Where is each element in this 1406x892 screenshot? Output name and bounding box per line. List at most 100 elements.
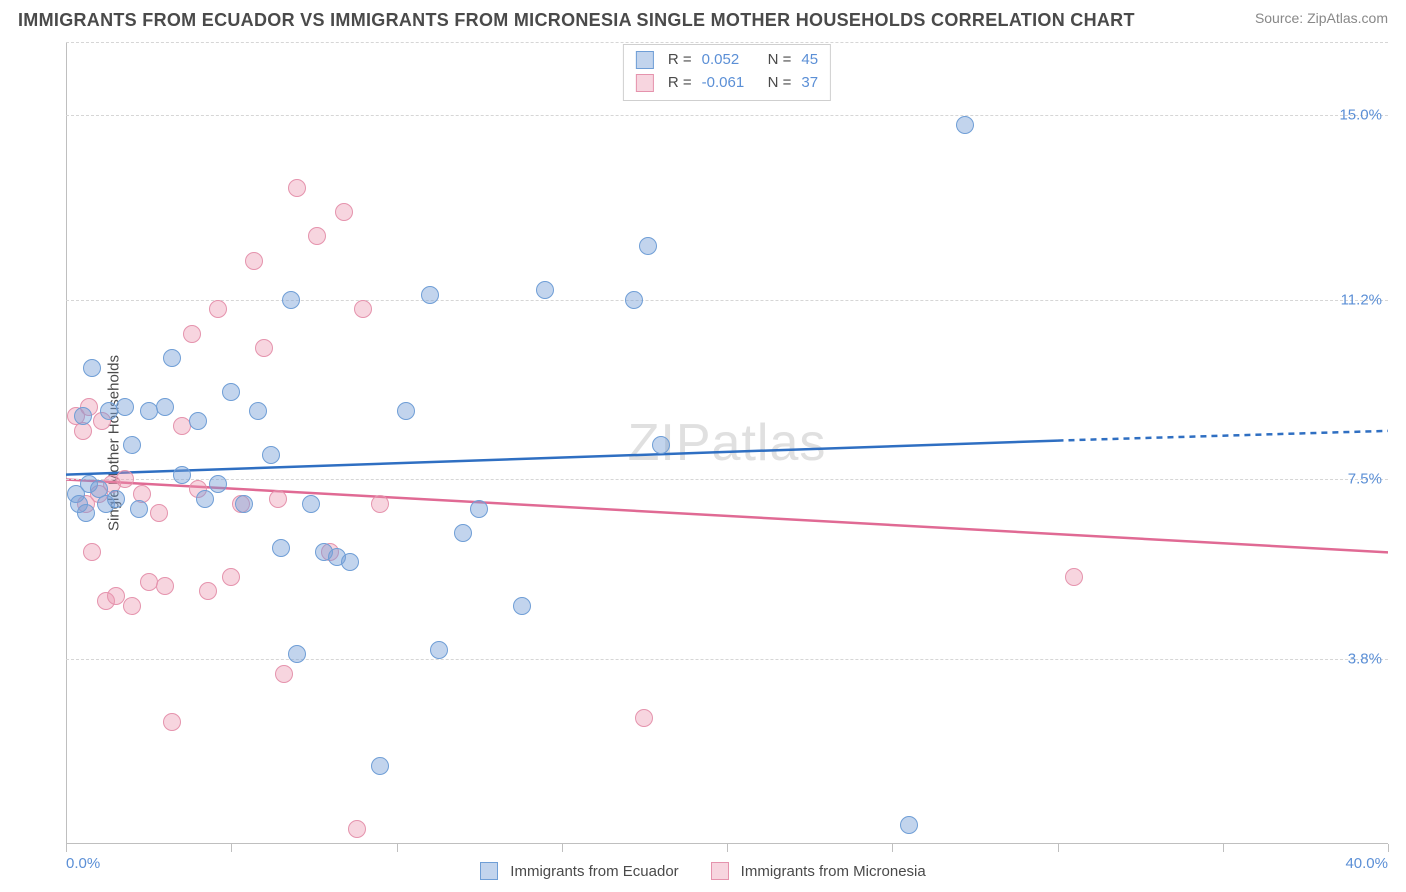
chart-plot-area: ZIPatlas R =0.052N =45R =-0.061N =37 15.… bbox=[66, 42, 1388, 844]
r-value: 0.052 bbox=[702, 49, 758, 72]
x-tick bbox=[397, 844, 398, 852]
legend-swatch bbox=[711, 862, 729, 880]
x-tick bbox=[231, 844, 232, 852]
scatter-point-ecuador bbox=[140, 402, 158, 420]
scatter-point-micronesia bbox=[288, 179, 306, 197]
scatter-point-ecuador bbox=[116, 398, 134, 416]
scatter-point-ecuador bbox=[77, 504, 95, 522]
scatter-point-micronesia bbox=[371, 495, 389, 513]
scatter-point-micronesia bbox=[173, 417, 191, 435]
y-axis-line bbox=[66, 42, 67, 844]
legend-swatch bbox=[480, 862, 498, 880]
scatter-point-ecuador bbox=[302, 495, 320, 513]
scatter-point-ecuador bbox=[74, 407, 92, 425]
y-tick-label: 11.2% bbox=[1341, 291, 1382, 308]
stats-row-ecuador: R = 0.052 N = 45 bbox=[636, 49, 818, 72]
legend-label: Immigrants from Micronesia bbox=[741, 863, 926, 880]
scatter-point-ecuador bbox=[288, 645, 306, 663]
grid-line bbox=[66, 115, 1388, 116]
scatter-point-ecuador bbox=[235, 495, 253, 513]
scatter-point-ecuador bbox=[163, 349, 181, 367]
scatter-point-micronesia bbox=[150, 504, 168, 522]
x-tick bbox=[892, 844, 893, 852]
legend-item-ecuador: Immigrants from Ecuador bbox=[480, 862, 678, 880]
swatch-micronesia bbox=[636, 74, 654, 92]
chart-title: IMMIGRANTS FROM ECUADOR VS IMMIGRANTS FR… bbox=[18, 10, 1135, 31]
scatter-point-ecuador bbox=[371, 757, 389, 775]
n-value: 37 bbox=[801, 72, 818, 95]
scatter-point-micronesia bbox=[635, 709, 653, 727]
x-tick bbox=[1223, 844, 1224, 852]
scatter-point-ecuador bbox=[156, 398, 174, 416]
grid-line bbox=[66, 300, 1388, 301]
chart-legend: Immigrants from Ecuador Immigrants from M… bbox=[0, 862, 1406, 880]
scatter-point-ecuador bbox=[397, 402, 415, 420]
scatter-point-ecuador bbox=[282, 291, 300, 309]
x-tick bbox=[562, 844, 563, 852]
x-tick bbox=[66, 844, 67, 852]
scatter-point-micronesia bbox=[183, 325, 201, 343]
n-label: N = bbox=[768, 49, 792, 72]
scatter-point-micronesia bbox=[1065, 568, 1083, 586]
scatter-point-micronesia bbox=[348, 820, 366, 838]
scatter-point-ecuador bbox=[513, 597, 531, 615]
scatter-point-ecuador bbox=[430, 641, 448, 659]
source-attribution: Source: ZipAtlas.com bbox=[1255, 10, 1388, 26]
scatter-point-ecuador bbox=[470, 500, 488, 518]
scatter-point-ecuador bbox=[341, 553, 359, 571]
scatter-point-micronesia bbox=[269, 490, 287, 508]
grid-line bbox=[66, 42, 1388, 43]
scatter-point-micronesia bbox=[255, 339, 273, 357]
scatter-point-ecuador bbox=[249, 402, 267, 420]
scatter-point-ecuador bbox=[222, 383, 240, 401]
scatter-point-ecuador bbox=[272, 539, 290, 557]
scatter-point-micronesia bbox=[199, 582, 217, 600]
swatch-ecuador bbox=[636, 51, 654, 69]
scatter-point-micronesia bbox=[222, 568, 240, 586]
scatter-point-micronesia bbox=[107, 587, 125, 605]
scatter-point-ecuador bbox=[625, 291, 643, 309]
grid-line bbox=[66, 659, 1388, 660]
scatter-point-micronesia bbox=[308, 227, 326, 245]
scatter-point-micronesia bbox=[209, 300, 227, 318]
scatter-point-micronesia bbox=[245, 252, 263, 270]
stats-row-micronesia: R = -0.061 N = 37 bbox=[636, 72, 818, 95]
r-label: R = bbox=[668, 72, 692, 95]
scatter-point-micronesia bbox=[123, 597, 141, 615]
scatter-point-ecuador bbox=[262, 446, 280, 464]
scatter-point-ecuador bbox=[536, 281, 554, 299]
trend-lines bbox=[66, 42, 1388, 844]
n-label: N = bbox=[768, 72, 792, 95]
scatter-point-ecuador bbox=[100, 402, 118, 420]
y-tick-label: 15.0% bbox=[1339, 106, 1382, 123]
scatter-point-micronesia bbox=[116, 470, 134, 488]
scatter-point-micronesia bbox=[354, 300, 372, 318]
scatter-point-ecuador bbox=[639, 237, 657, 255]
legend-item-micronesia: Immigrants from Micronesia bbox=[711, 862, 926, 880]
scatter-point-micronesia bbox=[156, 577, 174, 595]
scatter-point-micronesia bbox=[83, 543, 101, 561]
x-tick bbox=[1058, 844, 1059, 852]
scatter-point-micronesia bbox=[163, 713, 181, 731]
scatter-point-ecuador bbox=[652, 436, 670, 454]
correlation-stats-box: R = 0.052 N = 45 R = -0.061 N = 37 bbox=[623, 44, 831, 101]
scatter-point-ecuador bbox=[130, 500, 148, 518]
scatter-point-ecuador bbox=[956, 116, 974, 134]
r-label: R = bbox=[668, 49, 692, 72]
scatter-point-ecuador bbox=[421, 286, 439, 304]
scatter-point-ecuador bbox=[189, 412, 207, 430]
y-tick-label: 3.8% bbox=[1348, 651, 1382, 668]
y-tick-label: 7.5% bbox=[1348, 471, 1382, 488]
scatter-point-ecuador bbox=[107, 490, 125, 508]
n-value: 45 bbox=[801, 49, 818, 72]
scatter-point-ecuador bbox=[123, 436, 141, 454]
grid-line bbox=[66, 479, 1388, 480]
scatter-point-micronesia bbox=[335, 203, 353, 221]
scatter-point-ecuador bbox=[209, 475, 227, 493]
legend-label: Immigrants from Ecuador bbox=[510, 863, 678, 880]
scatter-point-ecuador bbox=[173, 466, 191, 484]
scatter-point-ecuador bbox=[83, 359, 101, 377]
scatter-point-ecuador bbox=[196, 490, 214, 508]
r-value: -0.061 bbox=[702, 72, 758, 95]
scatter-point-micronesia bbox=[275, 665, 293, 683]
